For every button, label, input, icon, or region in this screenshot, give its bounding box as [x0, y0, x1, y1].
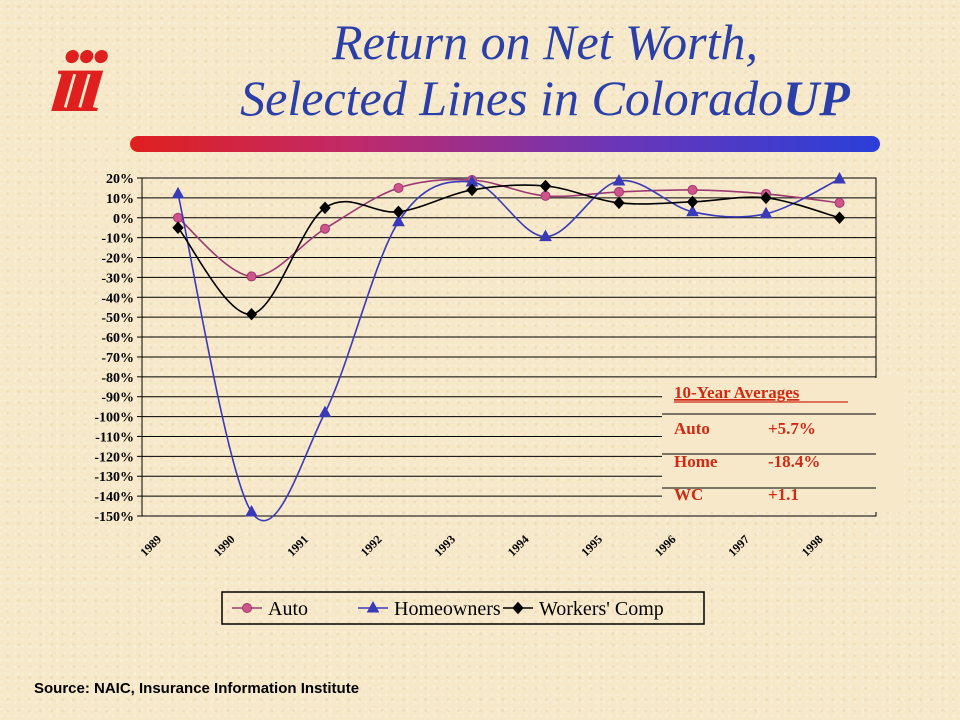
data-point-homeowners: [171, 186, 185, 199]
data-point-homeowners: [539, 229, 552, 242]
y-tick-label: -140%: [94, 490, 134, 505]
averages-heading: 10-Year Averages: [674, 383, 800, 402]
legend-label-homeowners: Homeowners: [394, 598, 501, 620]
data-point-homeowners: [833, 171, 846, 184]
source-note: Source: NAIC, Insurance Information Inst…: [34, 680, 360, 697]
data-point-homeowners: [392, 214, 405, 227]
y-tick-label: -70%: [101, 351, 134, 366]
y-tick-label: -110%: [95, 430, 134, 445]
data-point-auto: [320, 223, 330, 234]
data-point-workers-comp: [319, 201, 331, 215]
data-point-auto: [614, 186, 624, 197]
data-point-homeowners: [759, 206, 773, 219]
averages-row-label: WC: [674, 485, 703, 504]
data-point-workers-comp: [392, 205, 405, 219]
x-tick-label: 1995: [578, 532, 605, 559]
series-line-auto: [177, 178, 840, 278]
data-point-auto: [393, 182, 404, 193]
data-point-workers-comp: [833, 211, 846, 225]
x-tick-label: 1990: [211, 532, 238, 559]
legend-item-auto: Auto: [232, 598, 308, 620]
averages-row-label: Home: [674, 452, 718, 471]
y-tick-label: -40%: [101, 291, 134, 306]
title-line-1: Return on Net Worth,: [332, 14, 758, 70]
legend-label-auto: Auto: [268, 598, 308, 620]
y-tick-label: -20%: [101, 252, 134, 267]
averages-row-label: Auto: [674, 419, 710, 438]
data-point-auto: [687, 184, 698, 195]
y-tick-label: 20%: [106, 172, 134, 187]
y-tick-label: -80%: [101, 371, 134, 386]
title-underline-bar: [130, 136, 880, 152]
x-tick-label: 1994: [505, 532, 532, 559]
x-tick-label: 1997: [725, 532, 752, 559]
data-point-auto: [246, 271, 257, 282]
legend-label-workers-comp: Workers' Comp: [539, 598, 664, 620]
data-point-homeowners: [318, 405, 332, 418]
data-point-auto: [540, 190, 551, 201]
series-workers-comp: [172, 179, 846, 321]
data-point-workers-comp: [686, 195, 699, 209]
data-point-workers-comp: [613, 196, 625, 210]
averages-row-value: +5.7%: [768, 419, 816, 438]
y-tick-label: -10%: [101, 232, 134, 247]
legend-item-workers-comp: Workers' Comp: [503, 598, 664, 620]
x-tick-label: 1992: [358, 532, 385, 559]
y-tick-label: -100%: [94, 411, 134, 426]
y-tick-label: 10%: [106, 192, 134, 207]
x-tick-label: 1996: [652, 532, 679, 559]
page-title: Return on Net Worth, Selected Lines in C…: [150, 14, 940, 126]
data-point-workers-comp: [760, 191, 772, 205]
series-line-workers-comp: [177, 184, 840, 315]
x-tick-label: 1998: [799, 532, 826, 559]
data-point-workers-comp: [539, 179, 552, 193]
averages-row-value: +1.1: [768, 485, 799, 504]
data-point-homeowners: [612, 173, 626, 186]
title-line-2: Selected Lines in ColoradoUP: [150, 70, 940, 126]
title-line-2-main: Selected Lines in Colorado: [240, 70, 784, 126]
x-tick-label: 1989: [137, 532, 164, 559]
data-point-workers-comp: [172, 221, 184, 234]
legend-swatch-marker: [512, 601, 524, 615]
y-tick-label: -50%: [101, 311, 134, 326]
x-tick-label: 1993: [431, 532, 458, 559]
data-point-auto: [834, 197, 845, 208]
data-point-auto: [173, 212, 183, 223]
y-tick-label: 0%: [113, 212, 134, 227]
series-homeowners: [171, 171, 846, 522]
y-tick-label: -60%: [101, 331, 134, 346]
data-point-workers-comp: [466, 183, 478, 197]
data-point-homeowners: [245, 504, 258, 517]
legend-item-homeowners: Homeowners: [358, 598, 501, 620]
title-line-2-suffix: UP: [783, 70, 850, 126]
y-tick-label: -130%: [94, 470, 134, 485]
averages-box: [662, 378, 904, 512]
legend-swatch-marker: [366, 600, 380, 613]
legend-box: [221, 591, 705, 625]
y-tick-label: -90%: [101, 391, 134, 406]
series-auto: [173, 174, 845, 282]
y-tick-label: -30%: [101, 271, 134, 286]
data-point-workers-comp: [245, 307, 258, 321]
averages-row-value: -18.4%: [768, 452, 820, 471]
x-tick-label: 1991: [284, 532, 311, 559]
data-point-homeowners: [686, 204, 699, 217]
y-tick-label: -120%: [94, 450, 134, 465]
legend-swatch-marker: [242, 603, 252, 613]
y-tick-label: -150%: [94, 510, 134, 525]
